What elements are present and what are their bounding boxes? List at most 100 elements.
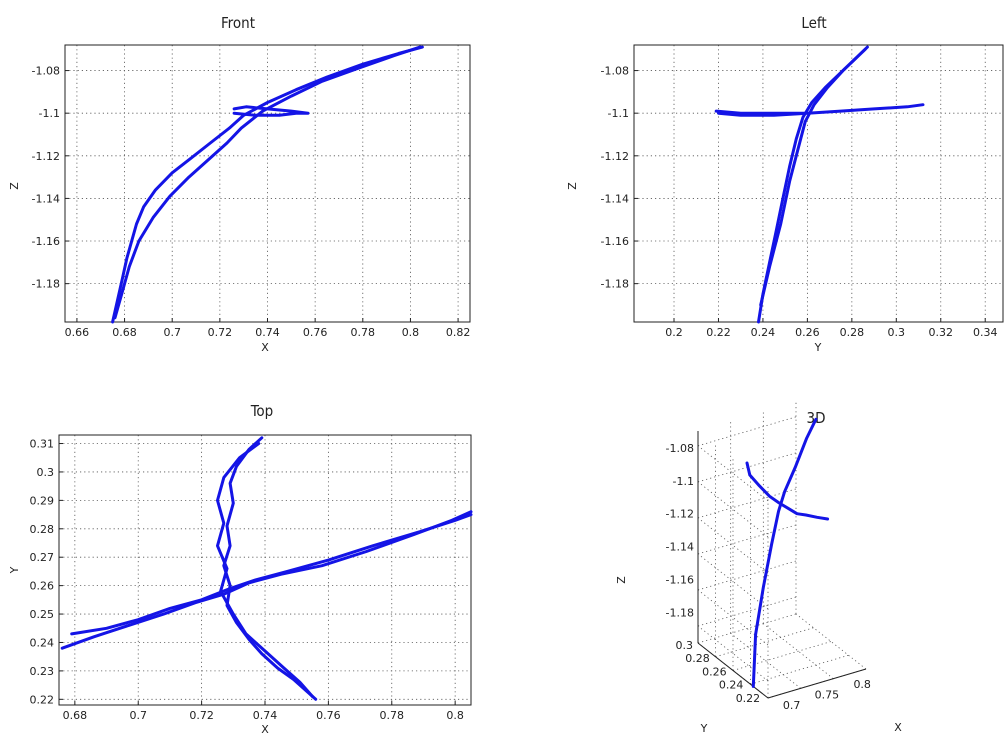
- front-xtick-label: 0.78: [351, 326, 376, 339]
- y3d-tick-label: 0.3: [676, 639, 694, 652]
- top-grid: [59, 435, 471, 705]
- top-trace: [222, 436, 318, 701]
- top-ytick-label: 0.22: [30, 693, 55, 706]
- x3d-tick-label: 0.8: [853, 678, 871, 691]
- left-yticks: -1.08 -1.1 -1.12 -1.14 -1.16 -1.18: [601, 65, 638, 291]
- z3d-tick-label: -1.18: [666, 606, 694, 619]
- top-xtick-label: 0.7: [129, 709, 147, 722]
- front-trace: [113, 45, 422, 320]
- front-trace: [232, 105, 310, 117]
- grid-3d-line: [697, 481, 769, 538]
- top-ytick-label: 0.27: [30, 551, 55, 564]
- grid-3d-line: [732, 641, 832, 671]
- top-xtick-label: 0.76: [316, 709, 341, 722]
- left-trace: [759, 47, 867, 307]
- panel-3d-zlabel: Z: [615, 576, 628, 584]
- front-ytick-label: -1.08: [32, 65, 60, 78]
- left-title: Left: [801, 14, 826, 32]
- y3d-tick-label: 0.24: [719, 679, 744, 692]
- front-ytick-label: -1.12: [32, 150, 60, 163]
- axis-3d-y: [697, 642, 769, 699]
- front-ytick-label: -1.16: [32, 235, 60, 248]
- y3d-tick-label: 0.22: [736, 692, 761, 705]
- front-ytick-label: -1.14: [32, 192, 60, 205]
- left-ytick-label: -1.14: [601, 192, 629, 205]
- front-yticks: -1.08 -1.1 -1.12 -1.14 -1.16 -1.18: [32, 65, 69, 291]
- panel-3d-xlabel: X: [894, 721, 902, 734]
- z3d-tick-label: -1.14: [666, 541, 694, 554]
- front-grid: [65, 45, 470, 322]
- z3d-tick-label: -1.16: [666, 573, 694, 586]
- front-xtick-label: 0.72: [208, 326, 233, 339]
- panel-3d-ylabel: Y: [700, 722, 708, 734]
- z3d-tick-label: -1.08: [666, 442, 694, 455]
- grid-3d-line: [697, 488, 797, 519]
- front-xtick-label: 0.74: [255, 326, 280, 339]
- front-ylabel: Z: [8, 182, 21, 190]
- top-traces: [60, 436, 473, 701]
- grid-3d-line: [697, 445, 769, 502]
- front-xtick-label: 0.68: [112, 326, 137, 339]
- left-trace: [757, 45, 869, 324]
- front-xtick-label: 0.66: [65, 326, 90, 339]
- top-xtick-label: 0.74: [253, 709, 278, 722]
- top-ytick-label: 0.3: [37, 466, 55, 479]
- grid-3d-line: [697, 613, 797, 644]
- front-trace: [111, 45, 424, 324]
- front-xlabel: X: [261, 341, 269, 354]
- front-xtick-label: 0.82: [446, 326, 471, 339]
- top-ylabel: Y: [8, 566, 21, 574]
- y3d-tick-label: 0.26: [702, 665, 727, 678]
- left-xtick-label: 0.32: [929, 326, 954, 339]
- grid-3d-line: [697, 560, 797, 591]
- front-ytick-label: -1.1: [39, 107, 60, 120]
- left-ytick-label: -1.18: [601, 278, 629, 291]
- top-title: Top: [250, 402, 274, 420]
- left-ytick-label: -1.12: [601, 150, 629, 163]
- grid-3d-line: [697, 596, 797, 627]
- left-frame: [633, 44, 1004, 323]
- grid-3d-line: [715, 627, 814, 658]
- left-xtick-label: 0.2: [665, 326, 683, 339]
- front-xtick-label: 0.8: [402, 326, 420, 339]
- front-panel: Front 0.66 0.68 0.7 0.72 0.74 0.76 0.78 0.8 0.82…: [8, 14, 471, 354]
- top-ytick-label: 0.29: [30, 494, 55, 507]
- z3d-tick-label: -1.12: [666, 508, 694, 521]
- x3d-tick-label: 0.75: [815, 688, 840, 701]
- left-xlabel: Y: [814, 341, 822, 354]
- left-xtick-label: 0.34: [973, 326, 998, 339]
- axis-3d-x: [767, 668, 867, 699]
- top-xtick-label: 0.8: [446, 709, 464, 722]
- top-ytick-label: 0.31: [30, 438, 55, 451]
- left-ytick-label: -1.1: [608, 107, 629, 120]
- left-ytick-label: -1.16: [601, 235, 629, 248]
- top-xticks: 0.68 0.7 0.72 0.74 0.76 0.78 0.8: [63, 701, 464, 722]
- left-ylabel: Z: [566, 182, 579, 190]
- top-trace: [216, 442, 314, 698]
- x3d-tick-label: 0.7: [783, 699, 801, 712]
- left-panel: Left 0.2 0.22 0.24 0.26 0.28 0.3 0.32 0.34 -1.0…: [566, 14, 1004, 354]
- left-xtick-label: 0.26: [795, 326, 820, 339]
- front-traces: [111, 45, 424, 324]
- left-grid: [634, 45, 1003, 322]
- top-xtick-label: 0.78: [380, 709, 405, 722]
- front-xtick-label: 0.7: [163, 326, 181, 339]
- trace-3d: [751, 417, 818, 688]
- panel-3d-traces: [745, 417, 830, 688]
- top-trace: [70, 513, 473, 636]
- top-ytick-label: 0.26: [30, 580, 55, 593]
- top-xlabel: X: [261, 723, 269, 734]
- top-panel: Top 0.68 0.7 0.72 0.74 0.76 0.78 0.8 0.220.230…: [8, 402, 473, 734]
- top-xtick-label: 0.72: [189, 709, 214, 722]
- panel-3d-yticks: 0.30.280.260.240.22: [676, 639, 761, 705]
- top-trace: [60, 510, 473, 650]
- grid-3d-line: [750, 654, 849, 685]
- top-ytick-label: 0.28: [30, 523, 55, 536]
- left-xtick-label: 0.28: [840, 326, 865, 339]
- panel-3d-zticks: -1.08 -1.1 -1.12 -1.14 -1.16 -1.18: [666, 442, 694, 619]
- front-xtick-label: 0.76: [303, 326, 328, 339]
- trace-3d: [745, 461, 830, 521]
- left-traces: [714, 45, 925, 324]
- front-title: Front: [221, 14, 255, 32]
